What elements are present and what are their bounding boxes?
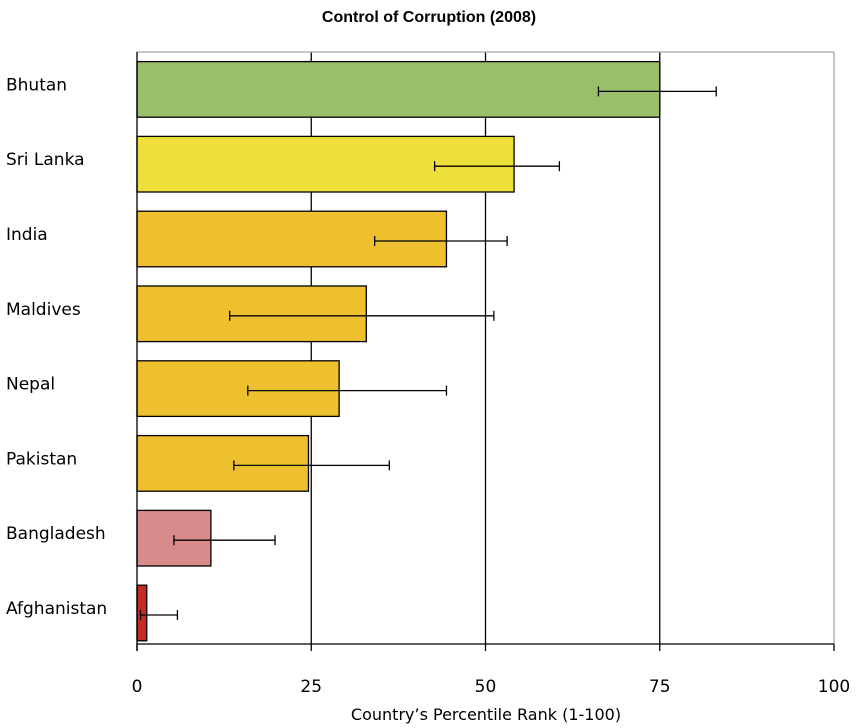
category-label-sri-lanka: Sri Lanka xyxy=(6,150,85,170)
category-label-layer: Bhutan Sri Lanka India Maldives Nepal Pakista… xyxy=(6,75,107,619)
category-label-india: India xyxy=(6,225,48,245)
bar-pakistan xyxy=(136,434,310,492)
x-tick-label-100: 100 xyxy=(818,677,850,697)
x-tick-label-25: 25 xyxy=(300,677,322,697)
tick-layer: 0 25 50 75 100 xyxy=(132,644,850,697)
error-bar-layer xyxy=(139,86,717,620)
bar-maldives xyxy=(136,285,367,343)
category-label-maldives: Maldives xyxy=(6,300,81,320)
bar-nepal xyxy=(136,360,340,418)
category-label-nepal: Nepal xyxy=(6,375,55,395)
category-label-afghanistan: Afghanistan xyxy=(6,599,107,619)
x-tick-label-50: 50 xyxy=(475,677,497,697)
bar-india xyxy=(136,210,448,268)
bar-bhutan xyxy=(136,60,661,118)
bar-layer xyxy=(136,60,661,642)
category-label-bangladesh: Bangladesh xyxy=(6,524,106,544)
x-tick-label-75: 75 xyxy=(649,677,671,697)
chart-title: Control of Corruption (2008) xyxy=(322,9,536,26)
category-label-pakistan: Pakistan xyxy=(6,449,77,469)
category-label-bhutan: Bhutan xyxy=(6,75,67,95)
bar-sri-lanka xyxy=(136,135,515,193)
bar-afghanistan xyxy=(136,584,148,642)
x-tick-label-0: 0 xyxy=(132,677,143,697)
x-axis-title: Country’s Percentile Rank (1-100) xyxy=(351,705,621,724)
